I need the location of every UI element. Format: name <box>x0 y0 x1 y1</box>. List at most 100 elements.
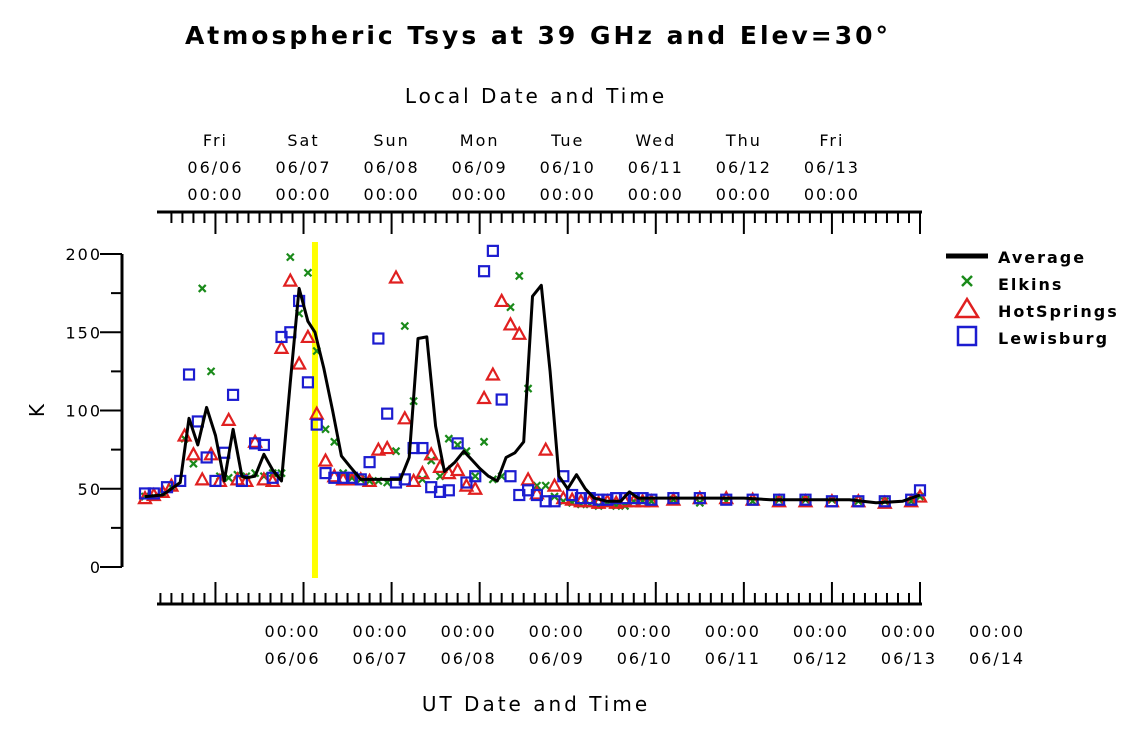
chart-title: Atmospheric Tsys at 39 GHz and Elev=30° <box>185 21 891 50</box>
lewisburg-point <box>248 437 262 450</box>
hotsprings-point <box>511 325 528 340</box>
top-tick-time-label: 00:00 <box>628 185 684 204</box>
top-tick-day-label: Fri <box>203 131 228 150</box>
legend-item: Elkins <box>961 275 1063 294</box>
x-tick-date-label: 06/09 <box>529 649 585 668</box>
lewisburg-point <box>257 438 270 452</box>
lewisburg-point <box>548 495 561 508</box>
hotsprings-point <box>396 410 413 425</box>
hotsprings-point <box>264 472 281 488</box>
x-tick-time-label: 00:00 <box>441 622 497 641</box>
x-tick-date-label: 06/14 <box>969 649 1025 668</box>
elkins-point <box>330 437 339 447</box>
hotsprings-point <box>291 355 307 370</box>
x-tick-time-label: 00:00 <box>617 622 673 641</box>
elkins-point <box>479 437 489 447</box>
lewisburg-point <box>337 471 350 484</box>
hotsprings-point <box>194 471 211 486</box>
x-tick-time-label: 00:00 <box>881 622 937 641</box>
lewisburg-point <box>372 332 385 345</box>
top-tick-time-label: 00:00 <box>452 185 508 204</box>
legend-label: HotSprings <box>998 302 1119 321</box>
lewisburg-point <box>469 470 482 483</box>
top-tick-day-label: Fri <box>819 131 844 150</box>
hotsprings-point <box>546 477 563 492</box>
x-tick-time-label: 00:00 <box>264 622 320 641</box>
lewisburg-point <box>182 368 196 381</box>
lewisburg-point <box>504 470 517 483</box>
lewisburg-point <box>477 265 491 278</box>
top-tick-day-label: Wed <box>635 131 676 150</box>
lewisburg-point <box>460 476 473 489</box>
legend-label: Average <box>998 248 1086 267</box>
hotsprings-point <box>220 411 237 426</box>
lewisburg-point <box>442 484 455 497</box>
y-axis-title: K <box>25 401 49 417</box>
hotsprings-point <box>300 328 316 344</box>
axes: 0 50 100 150 200 00:00 06/06 00:00 06/07 00:00 06/… <box>65 131 1025 668</box>
lewisburg-point <box>389 476 403 489</box>
lewisburg-point <box>310 418 323 431</box>
lewisburg-point <box>645 493 658 506</box>
elkins-point <box>515 271 524 281</box>
lewisburg-point <box>825 495 839 508</box>
legend-item: Lewisburg <box>956 325 1107 348</box>
y-tick-label: 0 <box>90 558 102 577</box>
hotsprings-point <box>317 452 334 467</box>
lewisburg-point <box>618 492 632 505</box>
hotsprings-point <box>476 389 492 405</box>
top-tick-day-label: Tue <box>550 131 584 150</box>
lewisburg-point <box>328 471 341 484</box>
elkins-point <box>206 367 216 376</box>
x-tick-time-label: 00:00 <box>529 622 585 641</box>
x-tick-time-label: 00:00 <box>353 622 409 641</box>
lewisburg-point <box>486 244 499 257</box>
top-tick-day-label: Sun <box>373 131 409 150</box>
top-tick-day-label: Thu <box>725 131 762 150</box>
lewisburg-point <box>539 495 552 508</box>
y-tick-label: 50 <box>78 480 102 499</box>
lewisburg-point <box>451 437 464 450</box>
top-tick-date-label: 06/07 <box>275 158 331 177</box>
legend-item: Average <box>946 248 1086 267</box>
lewisburg-point <box>610 492 623 505</box>
lewisburg-point <box>530 488 544 502</box>
lewisburg-point <box>574 492 588 505</box>
lewisburg-point <box>147 487 160 500</box>
top-tick-date-label: 06/12 <box>716 158 772 177</box>
hotsprings-point <box>379 439 396 455</box>
elkins-point <box>426 456 436 465</box>
top-axis-title: Local Date and Time <box>405 84 667 108</box>
top-tick-date-label: 06/11 <box>628 158 684 177</box>
elkins-point <box>189 459 198 468</box>
elkins-point <box>418 475 427 484</box>
x-axis-title: UT Date and Time <box>422 692 650 716</box>
lewisburg-point <box>495 393 508 406</box>
average-line <box>144 283 921 505</box>
hotsprings-point <box>449 461 466 477</box>
hotsprings-point <box>414 464 431 480</box>
x-tick-date-label: 06/11 <box>705 649 761 668</box>
x-tick-date-label: 06/13 <box>881 649 937 668</box>
legend-elkins-swatch <box>961 275 973 287</box>
top-tick-date-label: 06/09 <box>452 158 508 177</box>
lewisburg-point <box>381 407 394 420</box>
lewisburg-point <box>226 388 240 401</box>
hotsprings-point <box>502 316 519 331</box>
y-tick-label: 150 <box>65 323 102 342</box>
hotsprings-point <box>537 441 554 456</box>
top-tick-time-label: 00:00 <box>364 185 420 204</box>
elkins-series <box>140 252 925 511</box>
elkins-point <box>400 321 410 331</box>
x-tick-date-label: 06/08 <box>441 649 497 668</box>
lewisburg-point <box>200 451 213 464</box>
top-tick-day-label: Mon <box>460 131 500 150</box>
x-tick-time-label: 00:00 <box>705 622 761 641</box>
elkins-point <box>541 481 550 490</box>
legend-label: Elkins <box>998 275 1063 294</box>
hotsprings-point <box>493 292 510 308</box>
x-tick-time-label: 00:00 <box>793 622 849 641</box>
legend-item: HotSprings <box>953 296 1119 321</box>
top-tick-time-label: 00:00 <box>187 185 243 204</box>
top-tick-date-label: 06/10 <box>540 158 596 177</box>
